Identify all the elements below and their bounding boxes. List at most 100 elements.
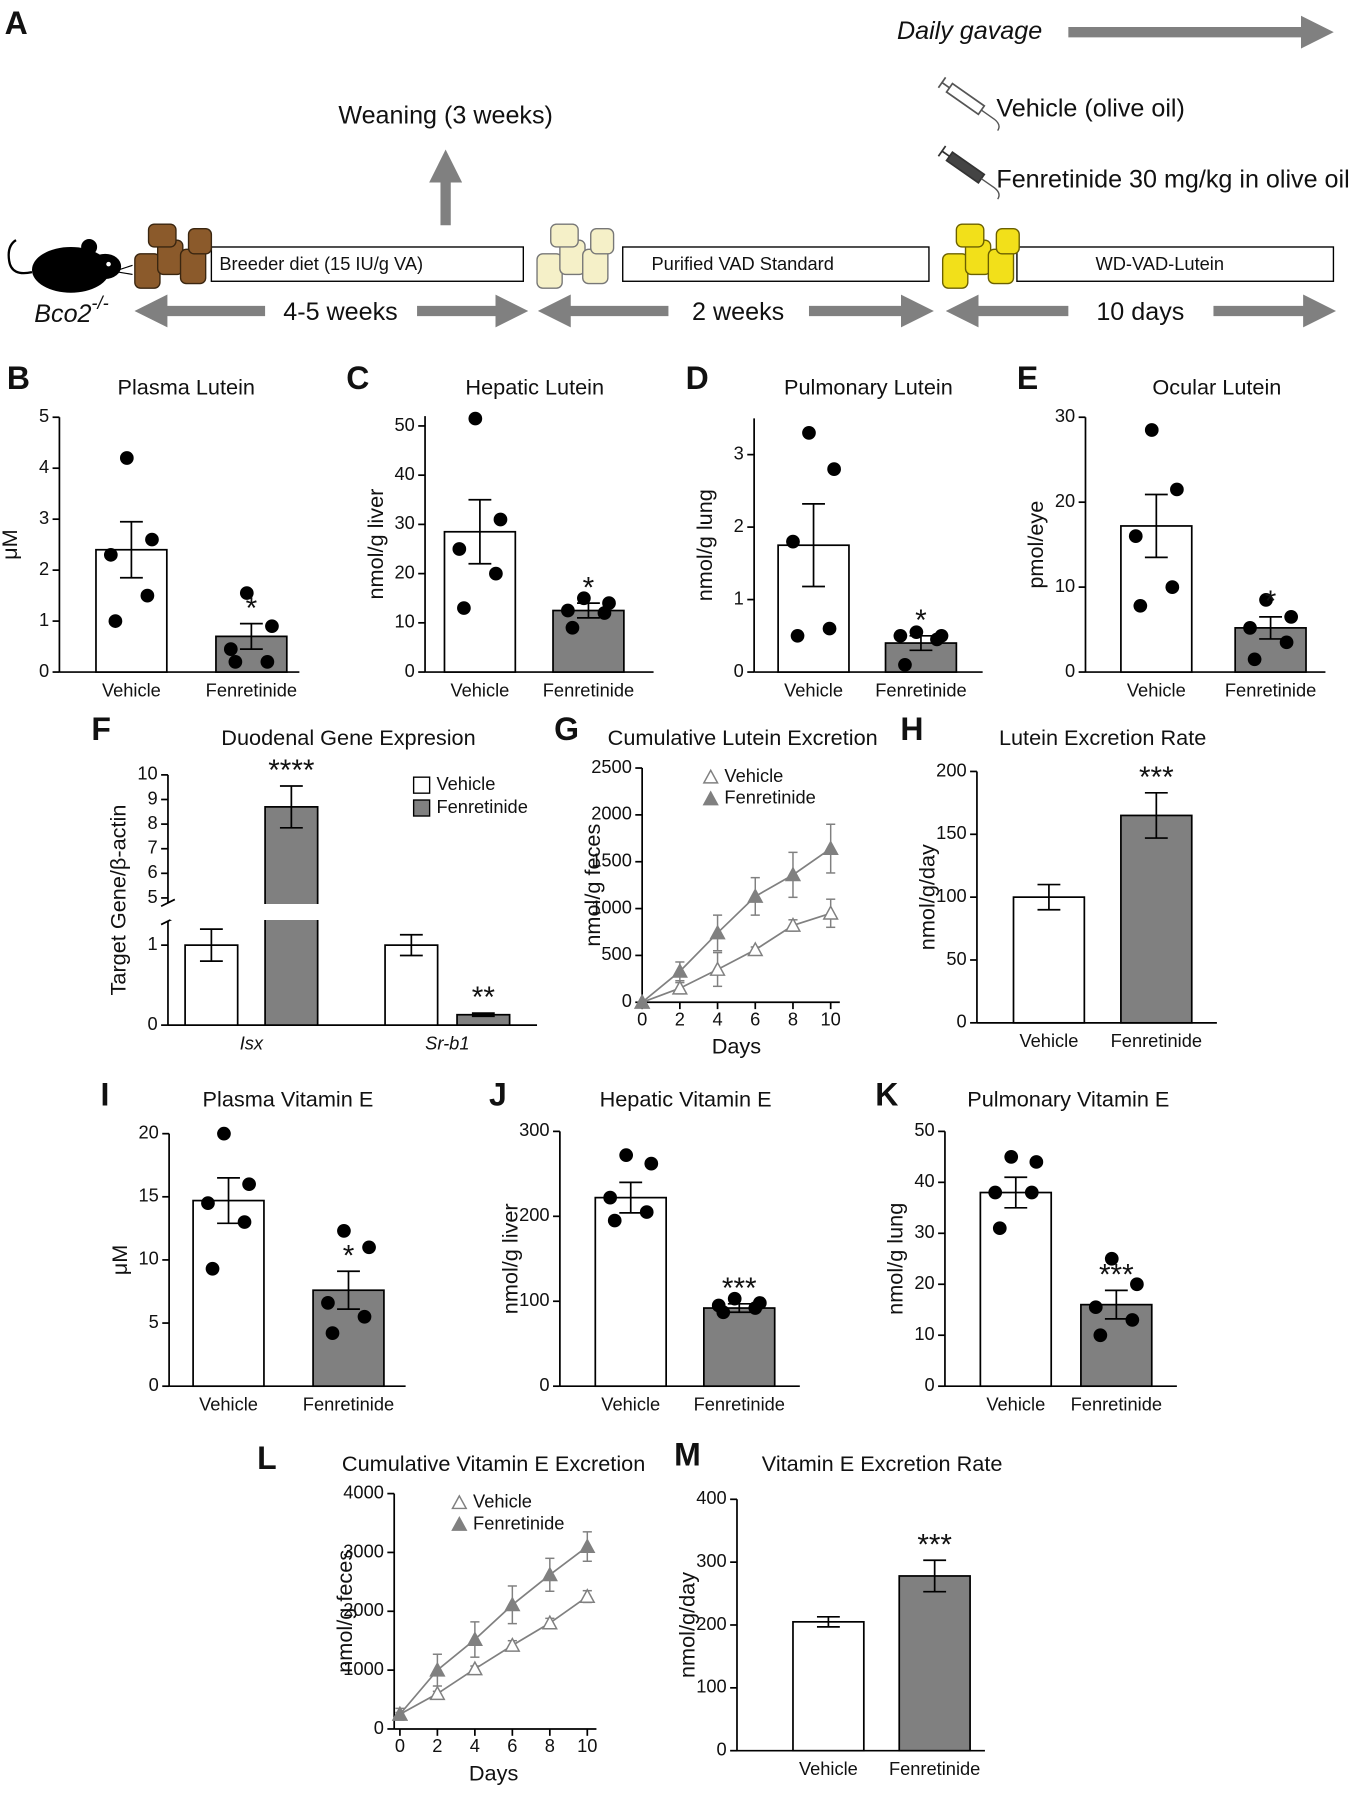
x-tick-label: Vehicle (986, 1393, 1045, 1414)
y-tick-label: 0 (734, 660, 744, 681)
x-tick-label: 4 (712, 1008, 722, 1029)
y-tick-label: 0 (539, 1374, 549, 1395)
x-tick-label: Fenretinide (543, 679, 634, 700)
y-tick-label: 500 (601, 943, 631, 964)
y-tick-label: 10 (1055, 575, 1075, 596)
data-point (709, 961, 726, 976)
data-point (391, 1705, 409, 1721)
y-tick-label: 1000 (591, 896, 632, 917)
data-point (822, 840, 839, 856)
data-point (565, 620, 580, 635)
y-tick-label: 0 (717, 1739, 727, 1760)
y-tick-label: 1500 (591, 850, 632, 871)
mouse-label-superscript: -/- (91, 292, 108, 313)
y-tick-label: 4 (39, 456, 49, 477)
panel-letter: J (489, 1077, 507, 1113)
data-point (1104, 1251, 1119, 1266)
y-tick-label: 100 (936, 885, 966, 906)
y-tick-label: 2500 (591, 756, 632, 777)
diet-box (622, 246, 930, 282)
data-point (242, 1177, 256, 1192)
y-tick-label: 30 (914, 1221, 934, 1242)
data-point (577, 591, 591, 606)
weaning-label: Weaning (3 weeks) (338, 101, 553, 129)
y-tick-label: 2000 (343, 1599, 384, 1620)
annotation: *** (722, 1272, 757, 1305)
y-tick-label: 50 (394, 414, 414, 435)
chart-title: Plasma Lutein (118, 374, 255, 399)
annotation: ** (472, 981, 496, 1014)
chart-title: Duodenal Gene Expresion (221, 725, 475, 750)
y-axis-label: μM (0, 529, 22, 560)
x-tick-label: Fenretinide (206, 679, 297, 700)
y-tick-label: 50 (914, 1119, 934, 1140)
data-point (489, 566, 503, 581)
legend-label: Vehicle (724, 765, 783, 786)
panel-letter: K (875, 1077, 898, 1113)
y-tick-label: 10 (394, 611, 414, 632)
x-tick-label: Fenretinide (875, 679, 966, 700)
y-tick-label: 200 (696, 1613, 726, 1634)
data-point (790, 628, 805, 643)
y-tick-label: 1000 (343, 1658, 384, 1679)
data-point (1128, 529, 1143, 544)
legend-marker (451, 1494, 468, 1510)
y-tick-label: 40 (914, 1170, 934, 1191)
data-point (223, 642, 238, 656)
data-point (1259, 592, 1273, 607)
data-point (140, 588, 155, 603)
data-point (504, 1637, 521, 1652)
data-point (747, 887, 764, 903)
annotation: *** (1139, 761, 1174, 794)
y-axis-label: nmol/g feces (580, 824, 605, 947)
y-tick-label: 10 (138, 1248, 158, 1269)
y-tick-label: 100 (519, 1289, 549, 1310)
data-point (988, 1185, 1003, 1200)
panel-letter: G (554, 711, 579, 747)
series-line (399, 1545, 588, 1715)
fenretinide-label: Fenretinide 30 mg/kg in olive oil (996, 165, 1349, 193)
bar (1012, 896, 1086, 1024)
y-tick-label: 3000 (343, 1540, 384, 1561)
data-point (325, 1326, 340, 1341)
chart-title: Ocular Lutein (1152, 374, 1281, 399)
bar (979, 1191, 1053, 1388)
data-point (452, 542, 467, 556)
annotation: **** (268, 754, 315, 787)
y-tick-label: 30 (394, 512, 414, 533)
legend-swatch (412, 776, 431, 794)
annotation: * (583, 571, 595, 604)
data-point (909, 625, 924, 640)
x-tick-label: 4 (470, 1735, 480, 1756)
y-tick-label: 20 (394, 561, 414, 582)
x-tick-label: Isx (240, 1032, 264, 1053)
x-tick-label: Fenretinide (303, 1393, 394, 1414)
data-point (217, 1126, 231, 1141)
data-point (1029, 1155, 1044, 1169)
data-point (644, 1156, 659, 1171)
y-tick-label: 200 (519, 1204, 549, 1225)
y-tick-label: 1 (734, 587, 744, 608)
data-point (716, 1305, 731, 1320)
y-axis-label: nmol/g/day (675, 1572, 700, 1678)
legend-label: Vehicle (473, 1491, 532, 1512)
data-point (321, 1295, 335, 1310)
bar (898, 1575, 971, 1752)
data-point (466, 1660, 483, 1676)
y-tick-label: 7 (148, 837, 158, 858)
y-axis-label: nmol/g lung (883, 1203, 908, 1315)
bar (702, 1307, 776, 1388)
x-tick-label: Fenretinide (1071, 1393, 1162, 1414)
data-point (468, 411, 483, 426)
panel-letter: H (900, 711, 923, 747)
data-point (362, 1240, 376, 1255)
data-point (541, 1614, 558, 1630)
data-point (603, 1190, 618, 1205)
bar (384, 944, 439, 1026)
y-tick-label: 6 (148, 861, 158, 882)
data-point (429, 1685, 446, 1701)
data-point (228, 655, 243, 669)
panel-letter: L (257, 1440, 277, 1476)
